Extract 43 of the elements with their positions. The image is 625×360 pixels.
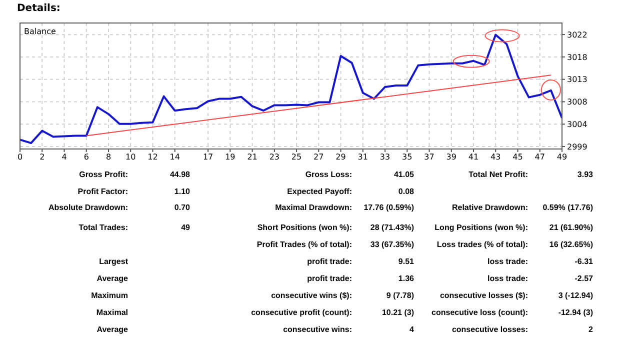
x-tick-label: 37	[424, 152, 434, 162]
text: Average consecutive wins: 4 consecutive losses: 2	[96, 325, 593, 334]
x-tick-label: 31	[358, 152, 368, 162]
y-tick-label: 3004	[567, 120, 588, 129]
text: Profit Factor: 1.10 Expected Payoff: 0.08	[78, 187, 414, 196]
text: Largest profit trade: 9.51 loss trade: -6.31	[99, 257, 593, 266]
x-tick-label: 41	[468, 152, 479, 162]
y-tick-label: 3018	[567, 52, 588, 62]
y-tick-label: 2999	[567, 142, 588, 152]
x-tick-label: 27	[314, 152, 324, 162]
x-tick-label: 45	[512, 152, 523, 162]
x-tick-label: 25	[291, 152, 302, 162]
text: Absolute Drawdown: 0.70 Maximal Drawdown: 17.76 (0.59%) Relative Drawdown: 0.59% (17.76)	[48, 203, 593, 212]
x-tick-label: 6	[84, 152, 89, 162]
x-tick-label: 47	[534, 152, 545, 162]
text: Balance	[24, 27, 56, 36]
y-tick-label: 3013	[567, 75, 588, 84]
x-tick-label: 10	[126, 152, 136, 162]
x-tick-label: 8	[106, 152, 112, 162]
y-tick-label: 3022	[567, 30, 588, 40]
x-tick-label: 29	[336, 152, 346, 162]
x-tick-label: 19	[225, 152, 236, 162]
text: Maximum consecutive wins ($): 9 (7.78) consecutive losses ($): 3 (-12.94)	[91, 291, 593, 300]
x-tick-label: 17	[202, 152, 214, 162]
x-tick-label: 14	[170, 152, 180, 162]
x-tick-label: 23	[269, 152, 280, 162]
x-tick-label: 35	[402, 152, 412, 162]
text: Maximal consecutive profit (count): 10.21 (3) consecutive loss (count): -12.94 (3)	[96, 308, 593, 317]
text: Average profit trade: 1.36 loss trade: -2.57	[96, 274, 593, 283]
x-tick-label: 21	[247, 152, 258, 162]
x-tick-label: 39	[446, 152, 456, 162]
x-tick-label: 43	[490, 152, 501, 162]
text: Gross Profit: 44.98 Gross Loss: 41.05 Total Net Profit: 3.93	[79, 170, 593, 179]
x-tick-label: 12	[148, 152, 158, 162]
chart-title: Details:	[17, 3, 60, 14]
x-tick-label: 0	[17, 152, 23, 162]
x-tick-label: 4	[62, 152, 67, 162]
text: Profit Trades (% of total): 33 (67.35%) Loss trades (% of total): 16 (32.65%)	[256, 240, 593, 249]
x-tick-label: 33	[380, 152, 390, 162]
x-tick-label: 2	[40, 152, 45, 162]
x-tick-label: 49	[556, 152, 568, 162]
y-tick-label: 3008	[567, 98, 588, 107]
text: Total Trades: 49 Short Positions (won %): 28 (71.43%) Long Positions (won %): 21 (61.90%)	[78, 223, 593, 232]
